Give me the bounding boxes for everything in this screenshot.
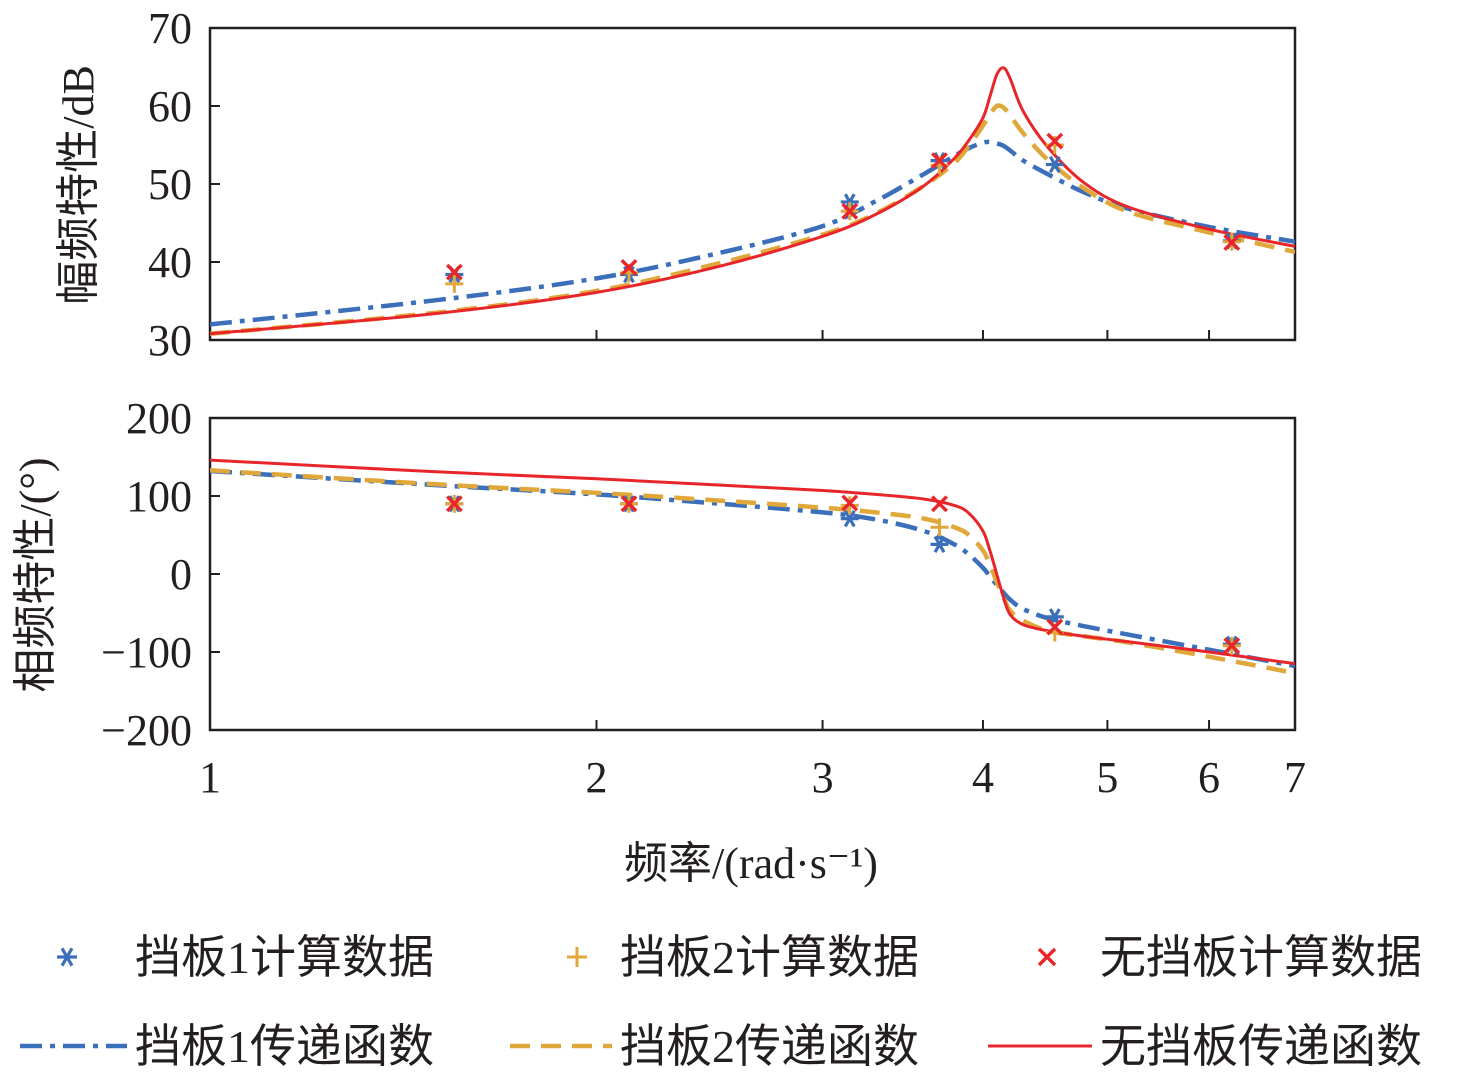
legend-marker-3 bbox=[1037, 947, 1057, 967]
phase-series-2-point bbox=[1046, 618, 1064, 636]
phase-series-2-point bbox=[841, 494, 859, 512]
legend-item-2: 挡板2计算数据 bbox=[567, 932, 919, 983]
mag-series-3-line bbox=[210, 139, 1295, 327]
mag-series-2-point bbox=[1046, 132, 1064, 150]
mag-series-0-point bbox=[1045, 155, 1064, 174]
mag-series-2-point bbox=[841, 202, 859, 220]
phase-plot-frame bbox=[208, 416, 1297, 732]
legend-label-1: 挡板1计算数据 bbox=[135, 932, 434, 983]
phase-series-2-point bbox=[931, 495, 948, 513]
phase-series-0-point bbox=[930, 535, 949, 553]
phase-y-tick-label: 100 bbox=[126, 472, 192, 521]
mag-series-2-point-stroke bbox=[1223, 234, 1241, 251]
mag-series-0-point-stroke bbox=[1048, 155, 1061, 174]
magnitude-y-axis-label: 幅频特性/dB bbox=[54, 65, 103, 305]
phase-series-2-point-stroke bbox=[841, 494, 859, 512]
phase-series-0-point-stroke bbox=[843, 510, 856, 528]
legend-item-5: 挡板2传递函数 bbox=[510, 1021, 919, 1072]
phase-series-2-point-stroke bbox=[620, 495, 638, 513]
phase-series-2-point bbox=[445, 495, 463, 513]
legend-label-5: 挡板2传递函数 bbox=[620, 1021, 919, 1072]
phase-series-2-point-stroke bbox=[1223, 637, 1241, 655]
mag-series-1-point bbox=[445, 274, 464, 293]
mag-y-tick-label: 30 bbox=[148, 316, 192, 365]
phase-y-tick-label: 200 bbox=[126, 394, 192, 443]
phase-series-2-point bbox=[620, 495, 638, 513]
mag-series-2-point bbox=[620, 259, 638, 276]
legend-label-2: 挡板2计算数据 bbox=[620, 932, 919, 983]
mag-y-tick-label: 40 bbox=[148, 238, 192, 287]
phase-series-2-point-stroke bbox=[445, 495, 463, 513]
x-tick-label: 5 bbox=[1096, 753, 1118, 802]
phase-y-tick-label: 0 bbox=[170, 550, 192, 599]
magnitude-panel: 30 40 50 60 70 bbox=[148, 4, 1297, 365]
mag-series-2-point-stroke bbox=[445, 263, 463, 281]
mag-y-tick-label: 70 bbox=[148, 4, 192, 53]
phase-series-2-point bbox=[1223, 637, 1241, 655]
x-tick-label: 1 bbox=[199, 753, 221, 802]
legend-item-1: 挡板1计算数据 bbox=[57, 932, 434, 983]
phase-y-tick-label: −100 bbox=[101, 628, 192, 677]
legend-item-6: 无挡板传递函数 bbox=[988, 1021, 1422, 1072]
mag-plot-frame bbox=[208, 26, 1297, 342]
legend-label-3: 无挡板计算数据 bbox=[1100, 932, 1422, 983]
legend-label-4: 挡板1传递函数 bbox=[135, 1021, 434, 1072]
mag-series-4-line bbox=[210, 103, 1295, 337]
mag-y-tick-label: 50 bbox=[148, 160, 192, 209]
phase-y-tick-label: −200 bbox=[101, 706, 192, 755]
mag-series-2-point-stroke bbox=[841, 202, 859, 220]
phase-y-axis-label: 相频特性/(°) bbox=[11, 457, 60, 692]
frequency-x-axis-label: 频率/(rad·s⁻¹) bbox=[624, 839, 878, 888]
mag-series-2-point-stroke bbox=[620, 259, 638, 276]
phase-series-5-line bbox=[210, 458, 1295, 666]
phase-series-4-line bbox=[210, 468, 1295, 676]
legend-marker-3-stroke bbox=[1037, 947, 1057, 967]
mag-series-2-point bbox=[445, 263, 463, 281]
x-tick-label: 4 bbox=[972, 753, 994, 802]
legend-marker-1-stroke bbox=[60, 947, 74, 967]
phase-series-0-point bbox=[840, 510, 859, 528]
legend-marker-1 bbox=[57, 947, 77, 967]
phase-series-1-point bbox=[930, 518, 949, 537]
phase-series-2-point-stroke bbox=[931, 495, 948, 513]
legend-item-4: 挡板1传递函数 bbox=[20, 1021, 434, 1072]
phase-panel: −200 −100 0 100 200 1 2 3 4 5 6 7 bbox=[101, 394, 1306, 802]
mag-series-5-line bbox=[210, 66, 1295, 336]
phase-series-2-point-stroke bbox=[1046, 618, 1064, 636]
mag-y-tick-label: 60 bbox=[148, 82, 192, 131]
mag-series-2-point bbox=[931, 152, 948, 170]
legend-marker-2 bbox=[567, 947, 587, 967]
mag-series-2-point bbox=[1223, 234, 1241, 251]
x-tick-label: 2 bbox=[585, 753, 607, 802]
mag-series-2-point-stroke bbox=[1046, 132, 1064, 150]
mag-series-2-point-stroke bbox=[931, 152, 948, 170]
phase-series-0-point-stroke bbox=[933, 535, 946, 553]
phase-series-3-line bbox=[210, 468, 1295, 669]
x-tick-label: 6 bbox=[1198, 753, 1220, 802]
legend-label-6: 无挡板传递函数 bbox=[1100, 1021, 1422, 1072]
legend-item-3: 无挡板计算数据 bbox=[1037, 932, 1422, 983]
x-tick-label: 7 bbox=[1284, 753, 1306, 802]
x-tick-label: 3 bbox=[812, 753, 834, 802]
